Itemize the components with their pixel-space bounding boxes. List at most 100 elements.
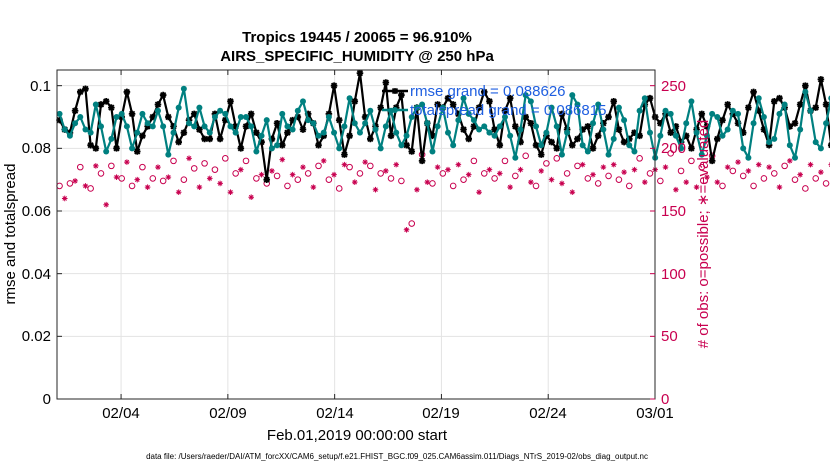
obs-possible-point — [159, 177, 167, 185]
y-right-tick-label: 100 — [661, 266, 686, 283]
rmse-point — [367, 135, 374, 143]
rmse-point — [791, 119, 799, 127]
totalspread-point — [760, 114, 767, 120]
y-left-tick-label: 0.02 — [22, 328, 51, 345]
rmse-point — [765, 141, 773, 149]
obs-evaluated-point — [134, 176, 141, 183]
obs-possible-point — [201, 160, 208, 167]
rmse-point — [71, 107, 79, 115]
rmse-point — [491, 126, 498, 133]
rmse-point — [584, 123, 592, 130]
totalspread-point — [823, 120, 830, 127]
totalspread-point — [771, 135, 778, 142]
obs-evaluated-point — [787, 158, 793, 164]
totalspread-point — [496, 123, 503, 130]
obs-evaluated-point — [341, 161, 348, 168]
totalspread-point — [367, 107, 374, 114]
x-tick-labels: 02/04 02/09 02/14 02/19 02/24 03/01 — [102, 405, 674, 422]
totalspread-point — [501, 114, 508, 120]
totalspread-point — [108, 135, 115, 142]
totalspread-point — [615, 104, 622, 111]
y-right-axis-label: # of obs: o=possible; ∗=evaluated — [695, 120, 712, 349]
y-left-tick-label: 0.06 — [22, 203, 51, 220]
totalspread-point — [574, 101, 581, 108]
rmse-point — [315, 141, 322, 149]
rmse-point — [553, 145, 561, 152]
rmse-point — [403, 141, 410, 149]
totalspread-point — [750, 120, 757, 127]
obs-evaluated-point — [714, 179, 721, 185]
obs-evaluated-point — [693, 184, 700, 190]
obs-evaluated-point — [559, 180, 565, 187]
obs-evaluated-point — [465, 171, 472, 178]
rmse-point — [486, 98, 493, 105]
rmse-point — [149, 113, 157, 121]
totalspread-point — [553, 123, 560, 130]
axis-ticks — [57, 70, 656, 400]
obs-possible-point — [66, 180, 74, 187]
totalspread-point — [217, 107, 224, 114]
totalspread-point — [450, 142, 457, 149]
totalspread-point — [289, 126, 296, 133]
obs-evaluated-point — [238, 166, 244, 173]
totalspread-point — [196, 104, 203, 111]
rmse-point — [506, 94, 514, 102]
totalspread-point — [92, 101, 99, 108]
obs-evaluated-point — [455, 161, 462, 168]
obs-possible-point — [760, 175, 768, 182]
rmse-point — [299, 126, 307, 133]
obs-evaluated-point — [124, 159, 130, 165]
obs-possible-point — [128, 182, 136, 190]
rmse-point — [144, 123, 151, 130]
obs-evaluated-point — [807, 161, 814, 168]
obs-possible-point — [553, 155, 561, 162]
obs-possible-point — [304, 170, 312, 177]
rmse-point — [232, 123, 239, 130]
rmse-point — [667, 129, 674, 136]
rmse-point — [537, 151, 545, 158]
obs-possible-point — [522, 152, 529, 160]
totalspread-point — [776, 110, 783, 117]
rmse-point — [449, 101, 457, 108]
totalspread-point — [470, 117, 477, 124]
totalspread-point — [351, 120, 358, 127]
obs-possible-point — [170, 157, 177, 165]
obs-possible-point — [242, 157, 250, 165]
rmse-point — [470, 123, 478, 130]
totalspread-point — [274, 142, 281, 149]
rmse-point — [113, 145, 120, 152]
totalspread-point — [802, 88, 809, 95]
rmse-point — [625, 135, 633, 143]
rmse-point — [382, 79, 390, 86]
rmse-point — [646, 94, 654, 102]
obs-possible-point — [822, 180, 830, 187]
totalspread-point — [476, 126, 483, 133]
obs-evaluated-point — [818, 169, 824, 175]
obs-evaluated-point — [548, 176, 555, 183]
rmse-point — [284, 129, 291, 136]
totalspread-point — [709, 110, 716, 117]
totalspread-point — [584, 148, 591, 155]
rmse-point — [289, 116, 296, 124]
obs-evaluated-point — [424, 179, 431, 185]
obs-possible-point — [190, 165, 198, 172]
rmse-point — [703, 123, 711, 130]
totalspread-point — [305, 117, 312, 124]
obs-evaluated-point — [258, 171, 265, 178]
obs-evaluated-point — [797, 171, 803, 178]
obs-possible-point — [719, 182, 726, 190]
totalspread-point — [325, 114, 332, 120]
totalspread-point — [331, 129, 338, 136]
totalspread-point — [170, 129, 177, 136]
y-right-tick-label: 200 — [661, 140, 686, 157]
obs-possible-point — [501, 157, 509, 165]
rmse-point — [568, 141, 576, 149]
obs-possible-point — [791, 176, 799, 183]
totalspread-point — [186, 120, 193, 127]
totalspread-point — [227, 123, 234, 130]
rmse-point — [123, 88, 131, 96]
obs-possible-point — [180, 176, 188, 183]
rmse-point — [227, 98, 234, 105]
rmse-point — [434, 101, 441, 108]
totalspread-point — [237, 114, 244, 120]
